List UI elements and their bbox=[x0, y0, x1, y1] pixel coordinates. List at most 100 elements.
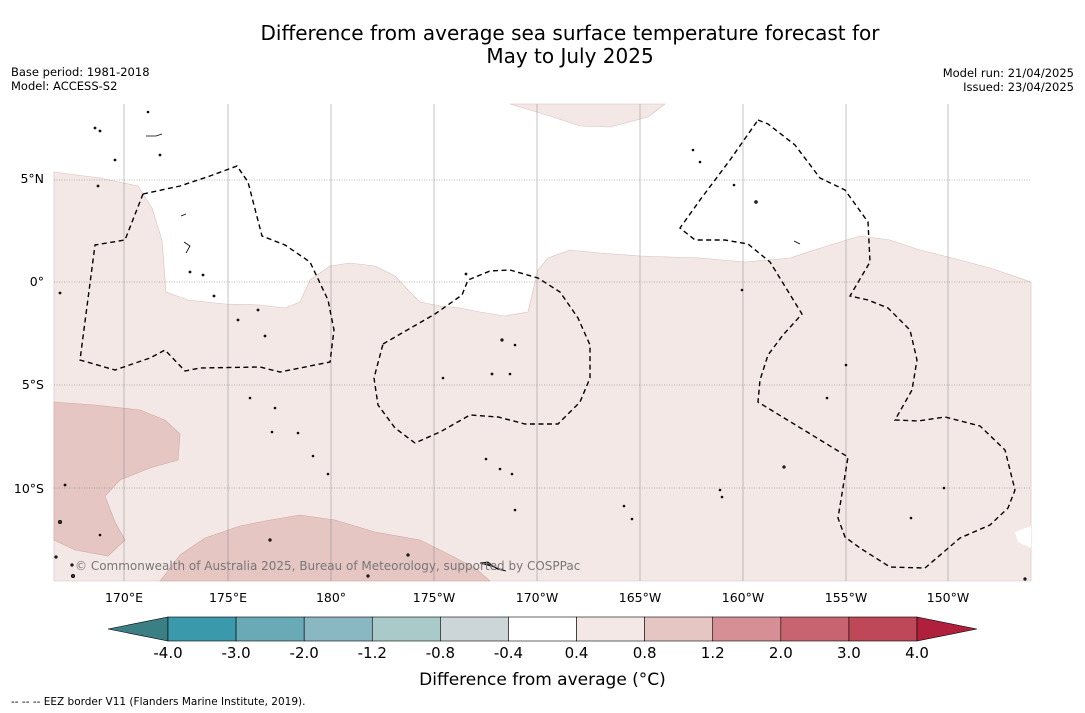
model-run: Model run: 21/04/2025 bbox=[942, 66, 1074, 80]
island bbox=[273, 406, 277, 410]
colorbar-tick-label: -1.2 bbox=[357, 644, 387, 662]
island bbox=[793, 240, 801, 245]
colorbar-swatch bbox=[712, 616, 782, 642]
island-samoa bbox=[479, 561, 507, 572]
neutral-patch-east bbox=[1015, 526, 1031, 548]
island bbox=[183, 241, 191, 254]
island bbox=[366, 574, 370, 578]
colorbar-tick-label: -3.0 bbox=[221, 644, 251, 662]
island bbox=[63, 483, 67, 487]
colorbar-tick-label: 0.4 bbox=[564, 644, 589, 662]
meta-right: Model run: 21/04/2025 Issued: 23/04/2025 bbox=[943, 66, 1074, 94]
title-line-1: Difference from average sea surface temp… bbox=[260, 21, 880, 45]
meta-left: Base period: 1981-2018 Model: ACCESS-S2 bbox=[11, 65, 150, 93]
lon-label: 180° bbox=[316, 590, 346, 605]
lon-label: 170°W bbox=[516, 590, 558, 605]
eez-borders bbox=[79, 119, 1016, 569]
eez-border-west bbox=[79, 165, 335, 373]
anomaly-medium-regions bbox=[53, 401, 491, 582]
lat-label: 5°N bbox=[20, 171, 44, 186]
colorbar-swatch bbox=[167, 616, 237, 642]
anomaly-region-main bbox=[53, 171, 1032, 582]
colorbar-tick-label: 1.2 bbox=[700, 644, 725, 662]
anomaly-region-south bbox=[159, 514, 491, 582]
issued-date: Issued: 23/04/2025 bbox=[963, 80, 1074, 94]
island bbox=[622, 504, 626, 508]
island bbox=[70, 563, 74, 567]
eez-border-northeast bbox=[679, 119, 1016, 569]
colorbar-swatch bbox=[644, 616, 714, 642]
island bbox=[236, 318, 240, 322]
island bbox=[58, 291, 62, 295]
copyright-text: © Commonwealth of Australia 2025, Bureau… bbox=[75, 559, 580, 573]
lon-label: 160°W bbox=[722, 590, 764, 605]
island bbox=[844, 363, 848, 367]
lon-label: 170°E bbox=[105, 590, 143, 605]
island bbox=[498, 467, 502, 471]
island bbox=[311, 454, 315, 458]
island bbox=[180, 213, 187, 217]
island bbox=[270, 430, 274, 434]
land-islands bbox=[54, 110, 1027, 581]
island bbox=[698, 160, 702, 164]
island bbox=[510, 472, 514, 476]
island bbox=[146, 110, 150, 114]
lat-label: 10°S bbox=[14, 481, 44, 496]
colorbar-swatch bbox=[848, 616, 918, 642]
island bbox=[782, 465, 786, 469]
colorbar-swatch bbox=[371, 616, 441, 642]
colorbar-swatch bbox=[576, 616, 645, 642]
latitude-labels: 5°N 0° 5°S 10°S bbox=[14, 171, 44, 496]
colorbar-swatch bbox=[508, 616, 577, 642]
lon-label: 175°W bbox=[413, 590, 455, 605]
island bbox=[825, 396, 829, 400]
colorbar-tick-label: 3.0 bbox=[836, 644, 861, 662]
lat-label: 5°S bbox=[22, 377, 44, 392]
island bbox=[1023, 577, 1027, 581]
island bbox=[909, 516, 913, 520]
colorbar-over-arrow bbox=[916, 616, 978, 642]
island bbox=[720, 495, 724, 499]
lon-label: 155°W bbox=[825, 590, 867, 605]
colorbar-tick-label: 4.0 bbox=[905, 644, 929, 662]
island bbox=[158, 153, 162, 157]
colorbar-swatch bbox=[303, 616, 373, 642]
colorbar-under-arrow bbox=[107, 616, 169, 642]
island bbox=[484, 457, 488, 461]
anomaly-region-west bbox=[53, 401, 181, 557]
title-line-2: May to July 2025 bbox=[486, 44, 654, 68]
colorbar-swatch bbox=[235, 616, 305, 642]
island bbox=[98, 533, 102, 537]
island bbox=[212, 294, 216, 298]
eez-border-central bbox=[373, 269, 591, 444]
base-period: Base period: 1981-2018 bbox=[11, 65, 150, 79]
island bbox=[113, 158, 117, 162]
colorbar-tick-label: -0.8 bbox=[425, 644, 455, 662]
island bbox=[248, 396, 252, 400]
colorbar-tick-label: 2.0 bbox=[768, 644, 793, 662]
anomaly-region-north bbox=[509, 103, 666, 128]
island bbox=[630, 517, 634, 521]
lon-label: 165°W bbox=[619, 590, 661, 605]
island bbox=[256, 308, 260, 312]
island bbox=[201, 273, 205, 277]
island bbox=[71, 574, 76, 579]
colorbar-tick-label: -0.4 bbox=[493, 644, 524, 662]
island bbox=[406, 553, 410, 557]
island bbox=[508, 372, 512, 376]
island bbox=[263, 334, 267, 338]
lat-label: 0° bbox=[30, 274, 44, 289]
island bbox=[513, 343, 517, 347]
island bbox=[146, 133, 163, 137]
colorbar-swatch bbox=[780, 616, 850, 642]
island bbox=[96, 184, 100, 188]
island bbox=[326, 472, 330, 476]
colorbar-tick-label: -2.0 bbox=[289, 644, 319, 662]
lon-label: 150°W bbox=[927, 590, 969, 605]
island bbox=[188, 270, 192, 274]
island bbox=[718, 488, 722, 492]
island bbox=[500, 338, 504, 342]
colorbar-tick-label: -4.0 bbox=[153, 644, 183, 662]
anomaly-light-regions bbox=[53, 103, 1032, 582]
